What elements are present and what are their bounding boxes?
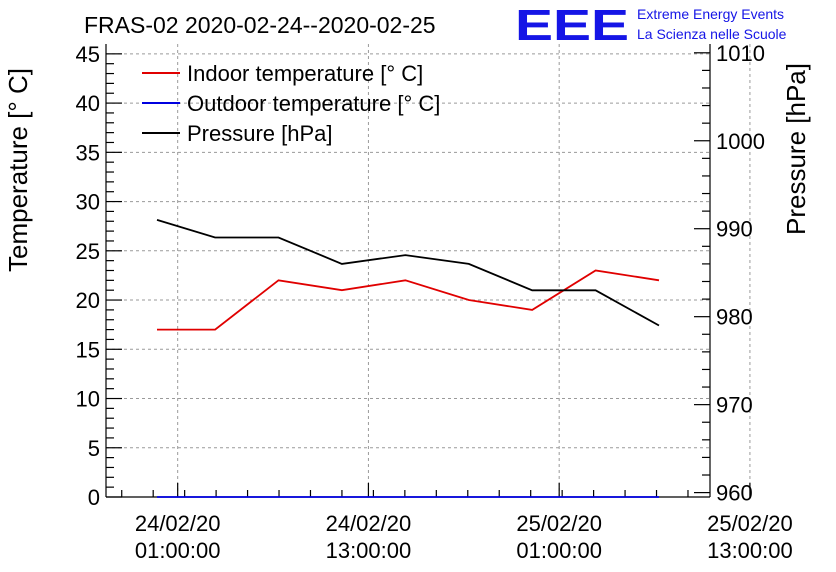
left-tick-label: 5 xyxy=(88,436,100,461)
series-line-pressure xyxy=(156,219,660,327)
label-layer: 0 5 10 15 20 25 30 35 40 45 960 970 980 990 1000 1010 24… xyxy=(76,41,793,563)
right-tick-label: 1010 xyxy=(716,41,765,66)
right-tick-label: 980 xyxy=(716,305,753,330)
series-line-indoor xyxy=(157,269,660,331)
left-tick-label: 0 xyxy=(88,485,100,510)
chart-title: FRAS-02 2020-02-24--2020-02-25 xyxy=(84,12,436,38)
left-tick-label: 35 xyxy=(76,140,100,165)
eee-logo-mark: EEE xyxy=(515,1,629,50)
legend-label-pressure: Pressure [hPa] xyxy=(187,121,333,146)
logo-line-1: Extreme Energy Events xyxy=(637,6,784,22)
series-layer xyxy=(156,219,660,498)
x-tick-label-date: 25/02/20 xyxy=(707,511,793,536)
grid-layer xyxy=(106,44,751,497)
x-tick-label-date: 24/02/20 xyxy=(135,511,221,536)
x-tick-label-time: 01:00:00 xyxy=(135,538,221,563)
left-tick-label: 40 xyxy=(76,91,100,116)
left-axis-title: Temperature [° C] xyxy=(3,68,33,272)
left-tick-label: 30 xyxy=(76,190,100,215)
x-tick-label-time: 01:00:00 xyxy=(516,538,602,563)
left-tick-label: 10 xyxy=(76,387,100,412)
left-tick-label: 15 xyxy=(76,337,100,362)
left-tick-label: 20 xyxy=(76,288,100,313)
logo-line-2: La Scienza nelle Scuole xyxy=(637,26,787,42)
legend-label-outdoor: Outdoor temperature [° C] xyxy=(187,91,440,116)
right-tick-label: 1000 xyxy=(716,129,765,154)
left-tick-label: 25 xyxy=(76,239,100,264)
tick-layer xyxy=(106,52,751,498)
left-tick-label: 45 xyxy=(76,42,100,67)
legend: Indoor temperature [° C] Outdoor tempera… xyxy=(142,61,440,146)
x-tick-label-time: 13:00:00 xyxy=(707,538,793,563)
legend-label-indoor: Indoor temperature [° C] xyxy=(187,61,423,86)
right-tick-label: 990 xyxy=(716,217,753,242)
right-axis-title: Pressure [hPa] xyxy=(781,63,811,235)
x-tick-label-time: 13:00:00 xyxy=(326,538,412,563)
right-tick-label: 960 xyxy=(716,481,753,506)
x-tick-label-date: 24/02/20 xyxy=(326,511,412,536)
right-tick-label: 970 xyxy=(716,393,753,418)
x-tick-label-date: 25/02/20 xyxy=(516,511,602,536)
